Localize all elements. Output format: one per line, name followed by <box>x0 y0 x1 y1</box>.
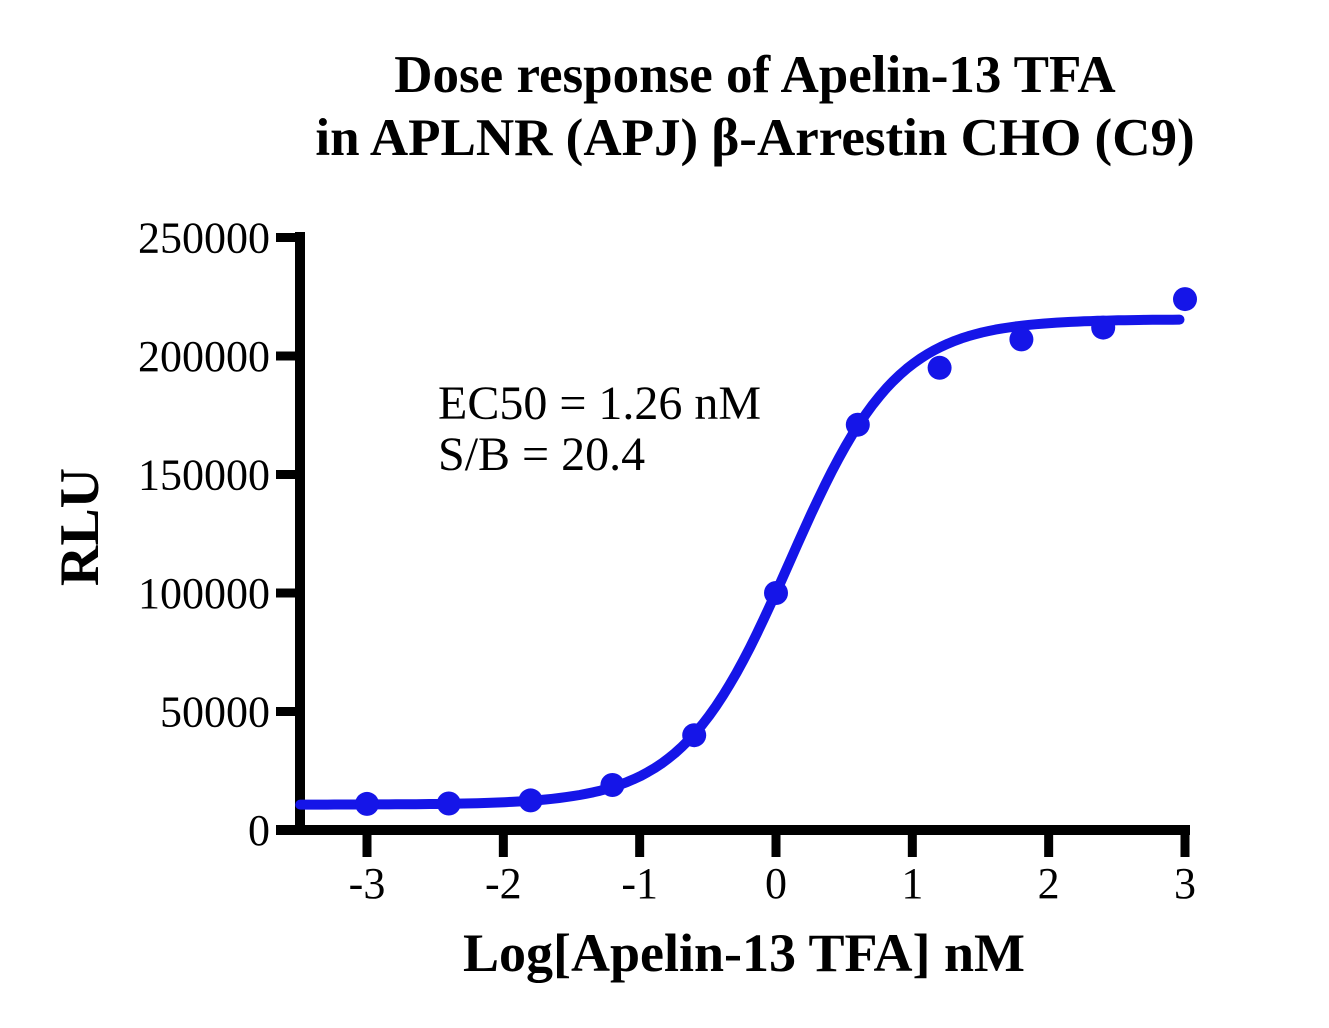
y-tick-label: 100000 <box>138 569 270 618</box>
fit-annotation: EC50 = 1.26 nM S/B = 20.4 <box>438 378 761 480</box>
x-tick-label: -1 <box>621 859 658 908</box>
data-point <box>845 412 870 437</box>
data-point <box>927 355 952 380</box>
ec50-annotation: EC50 = 1.26 nM <box>438 377 762 430</box>
y-tick-label: 150000 <box>138 451 270 500</box>
y-tick-label: 200000 <box>138 332 270 381</box>
data-point <box>1173 287 1197 312</box>
y-tick-label: 250000 <box>138 214 270 263</box>
x-axis-title: Log[Apelin-13 TFA] nM <box>462 923 1026 983</box>
chart-title: Dose response of Apelin-13 TFA in APLNR … <box>180 44 1329 170</box>
fit-curve <box>295 314 1185 810</box>
data-point <box>518 788 543 813</box>
x-tick-label: -2 <box>485 859 522 908</box>
data-point <box>355 791 379 816</box>
data-point <box>1009 327 1034 352</box>
x-tick-label: 1 <box>901 859 923 908</box>
data-point <box>682 723 707 748</box>
signal-to-background-annotation: S/B = 20.4 <box>438 428 646 481</box>
x-tick-label: 0 <box>765 859 787 908</box>
chart-title-line1: Dose response of Apelin-13 TFA <box>394 46 1116 104</box>
data-point <box>1091 315 1116 340</box>
data-point <box>600 773 625 797</box>
x-tick-label: -3 <box>349 859 386 908</box>
x-tick-label: 3 <box>1174 859 1196 908</box>
y-tick-label: 50000 <box>160 688 270 737</box>
chart-title-line2: in APLNR (APJ) β-Arrestin CHO (C9) <box>315 109 1195 167</box>
y-tick-label: 0 <box>248 806 270 855</box>
x-tick-label: 2 <box>1038 859 1060 908</box>
data-point <box>764 581 788 605</box>
data-point <box>436 791 461 816</box>
